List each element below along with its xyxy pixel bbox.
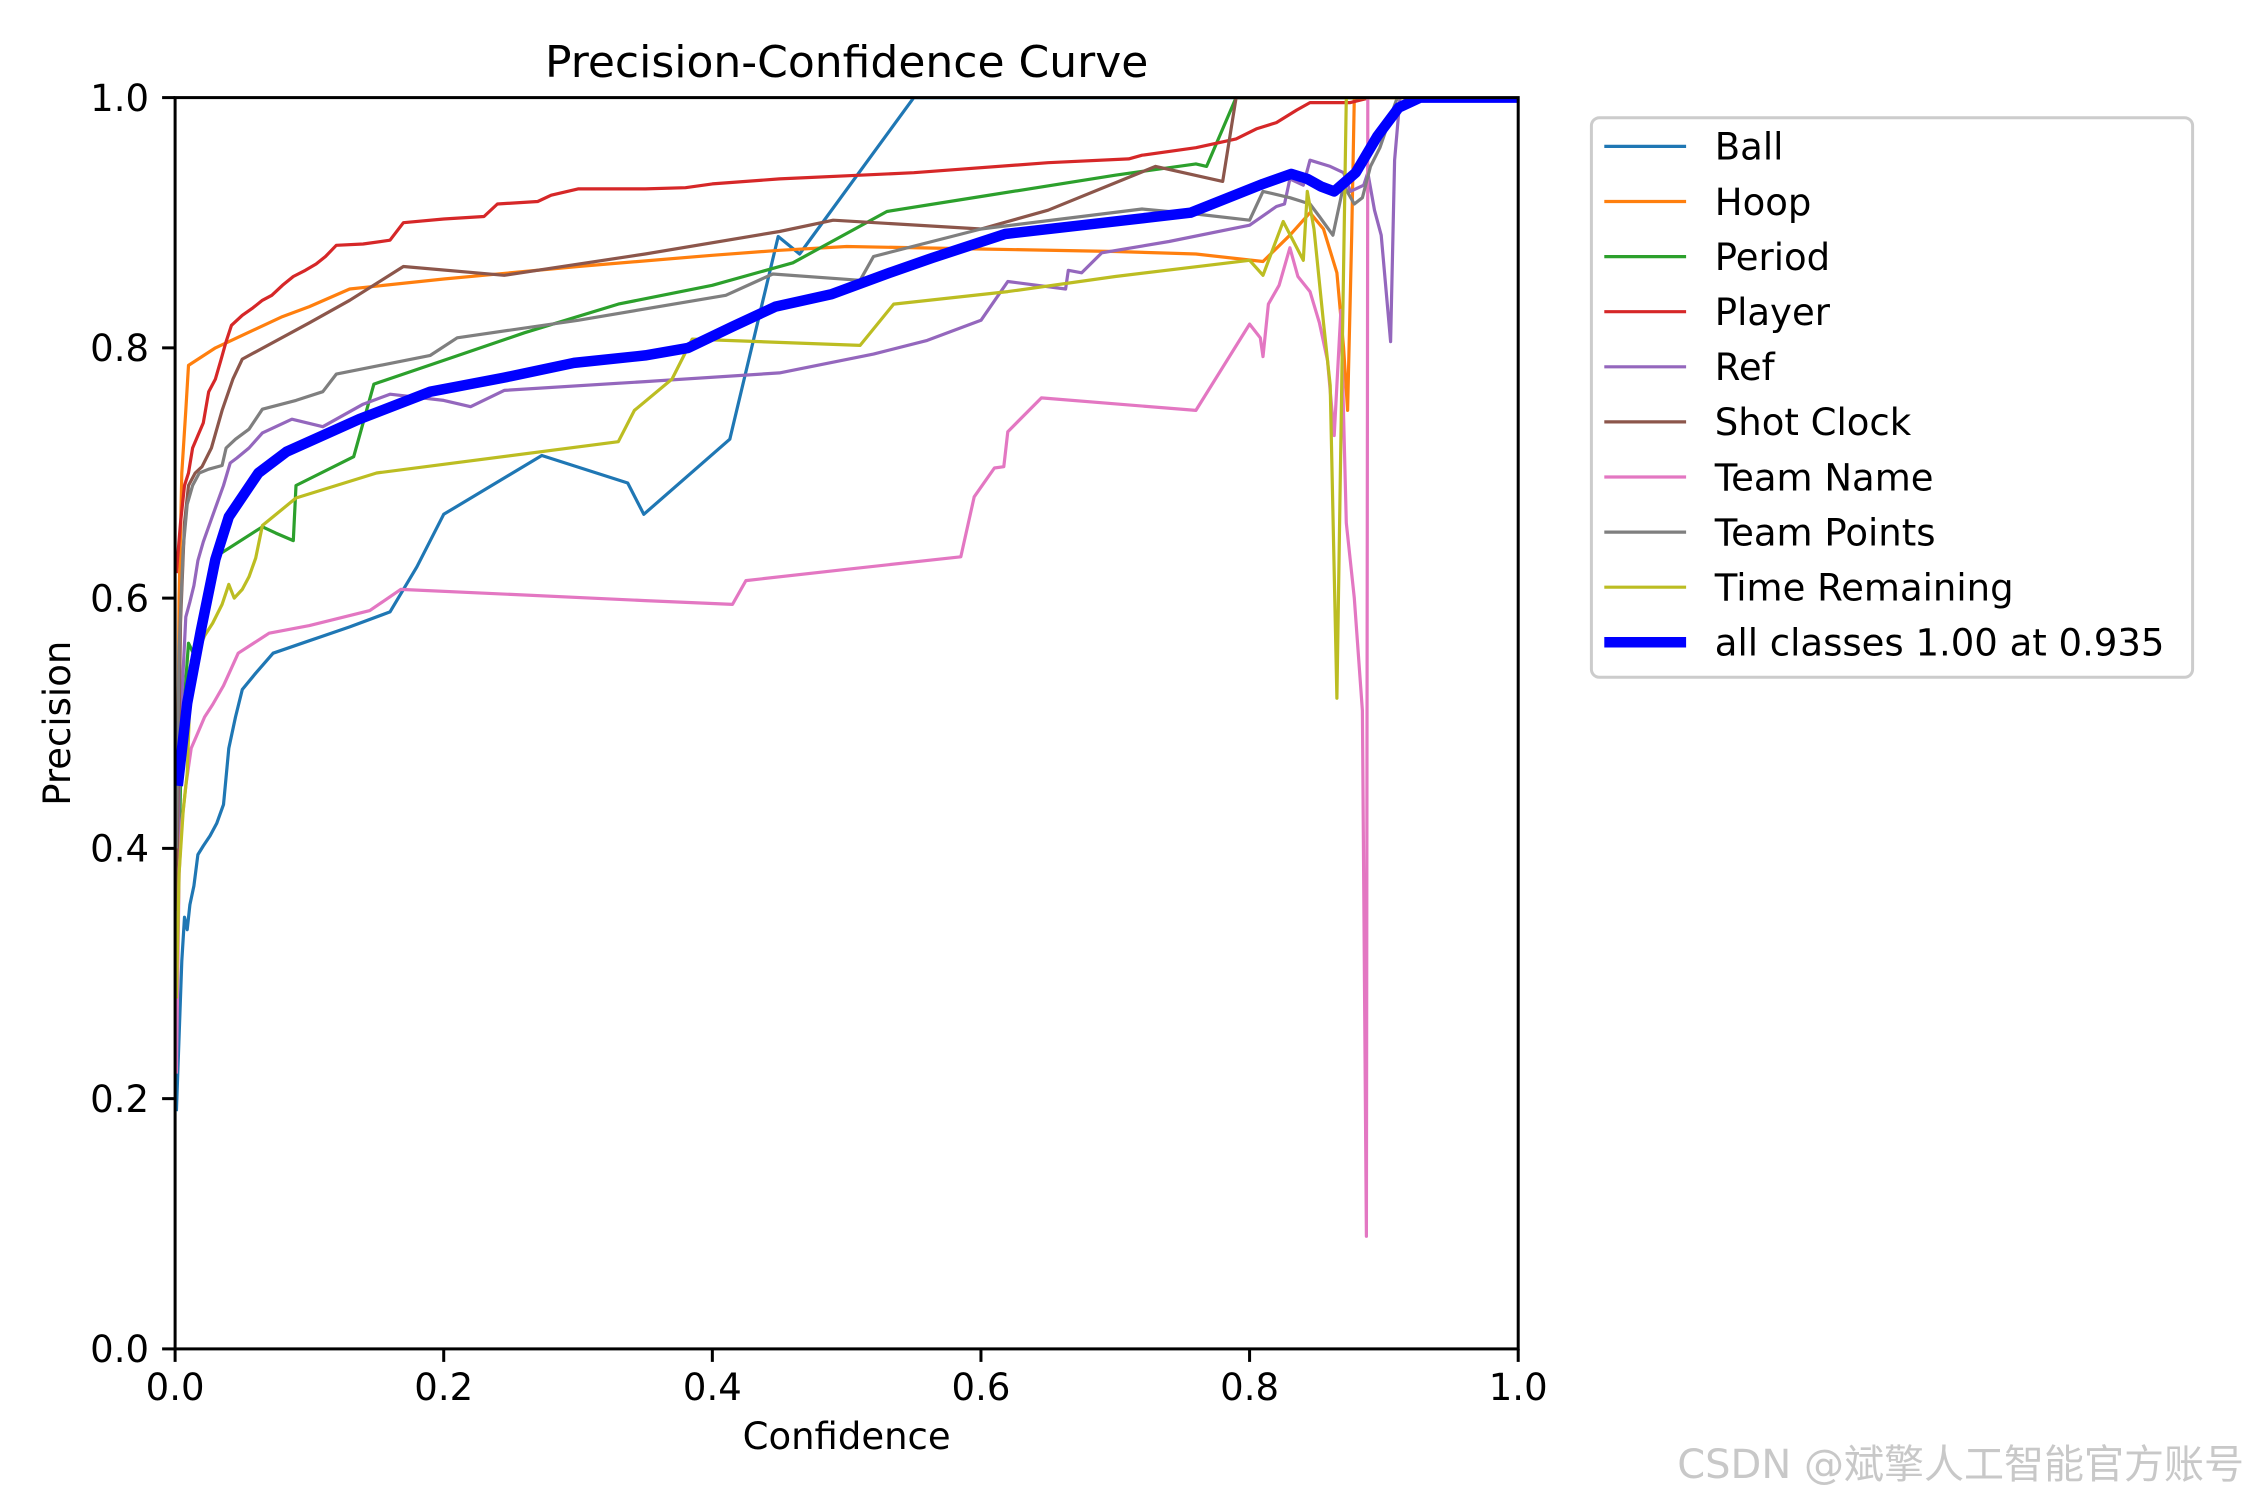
legend-label-ball: Ball <box>1715 126 1784 169</box>
y-tick-label: 1.0 <box>90 77 149 120</box>
legend-label-ref: Ref <box>1715 346 1776 389</box>
x-tick-label: 0.2 <box>414 1366 473 1409</box>
y-tick-label: 0.8 <box>90 327 149 370</box>
y-axis-label: Precision <box>36 641 79 806</box>
y-tick-label: 0.6 <box>90 577 149 620</box>
x-axis-label: Confidence <box>743 1415 951 1458</box>
watermark: CSDN @斌擎人工智能官方账号 <box>1677 1442 2244 1488</box>
series-line-team-name <box>175 97 1519 1238</box>
legend-label-time-remaining: Time Remaining <box>1714 567 2014 610</box>
x-tick-label: 0.6 <box>952 1366 1011 1409</box>
plot-area-background <box>175 97 1519 1349</box>
legend: Ball Hoop Period Player Ref Shot Clock Team Na… <box>1589 116 2195 679</box>
series-lines <box>175 97 1519 1238</box>
x-axis-ticks: 0.0 0.2 0.4 0.6 0.8 1.0 <box>146 1348 1548 1409</box>
series-line-all-classes-1-00-at-0-935 <box>175 97 1519 787</box>
series-line-ball <box>175 97 1519 1112</box>
legend-label-team-name: Team Name <box>1714 456 1934 499</box>
legend-entry-all-classes-1-00-at-0-935: all classes 1.00 at 0.935 <box>1604 622 2164 665</box>
legend-entry-time-remaining: Time Remaining <box>1604 567 2014 610</box>
x-tick-label: 1.0 <box>1489 1366 1548 1409</box>
y-tick-label: 0.2 <box>90 1078 149 1121</box>
legend-label-player: Player <box>1715 291 1831 334</box>
legend-entry-ref: Ref <box>1604 346 1776 389</box>
series-line-team-points <box>175 97 1519 849</box>
legend-entry-period: Period <box>1604 236 1830 279</box>
legend-entry-shot-clock: Shot Clock <box>1604 401 1912 444</box>
series-line-ref <box>175 97 1519 1049</box>
y-tick-label: 0.0 <box>90 1328 149 1371</box>
y-tick-label: 0.4 <box>90 828 149 871</box>
legend-label-team-points: Team Points <box>1714 511 1936 554</box>
plot-area-frame <box>173 96 1520 1351</box>
x-tick-label: 0.4 <box>683 1366 742 1409</box>
series-line-player <box>175 97 1519 574</box>
legend-frame <box>1589 116 2195 679</box>
y-axis-ticks: 0.0 0.2 0.4 0.6 0.8 1.0 <box>90 77 176 1371</box>
legend-label-period: Period <box>1715 236 1830 279</box>
x-tick-label: 0.0 <box>146 1366 205 1409</box>
legend-entry-team-name: Team Name <box>1604 456 1934 499</box>
legend-entry-hoop: Hoop <box>1604 181 1811 224</box>
legend-entry-player: Player <box>1604 291 1831 334</box>
legend-entry-ball: Ball <box>1604 126 1783 169</box>
series-line-shot-clock <box>175 97 1519 911</box>
legend-entry-team-points: Team Points <box>1604 511 1936 554</box>
chart-title: Precision-Confidence Curve <box>545 37 1148 88</box>
legend-label-all-classes-1-00-at-0-935: all classes 1.00 at 0.935 <box>1715 622 2165 665</box>
legend-label-shot-clock: Shot Clock <box>1715 401 1912 444</box>
x-tick-label: 0.8 <box>1220 1366 1279 1409</box>
legend-label-hoop: Hoop <box>1715 181 1812 224</box>
